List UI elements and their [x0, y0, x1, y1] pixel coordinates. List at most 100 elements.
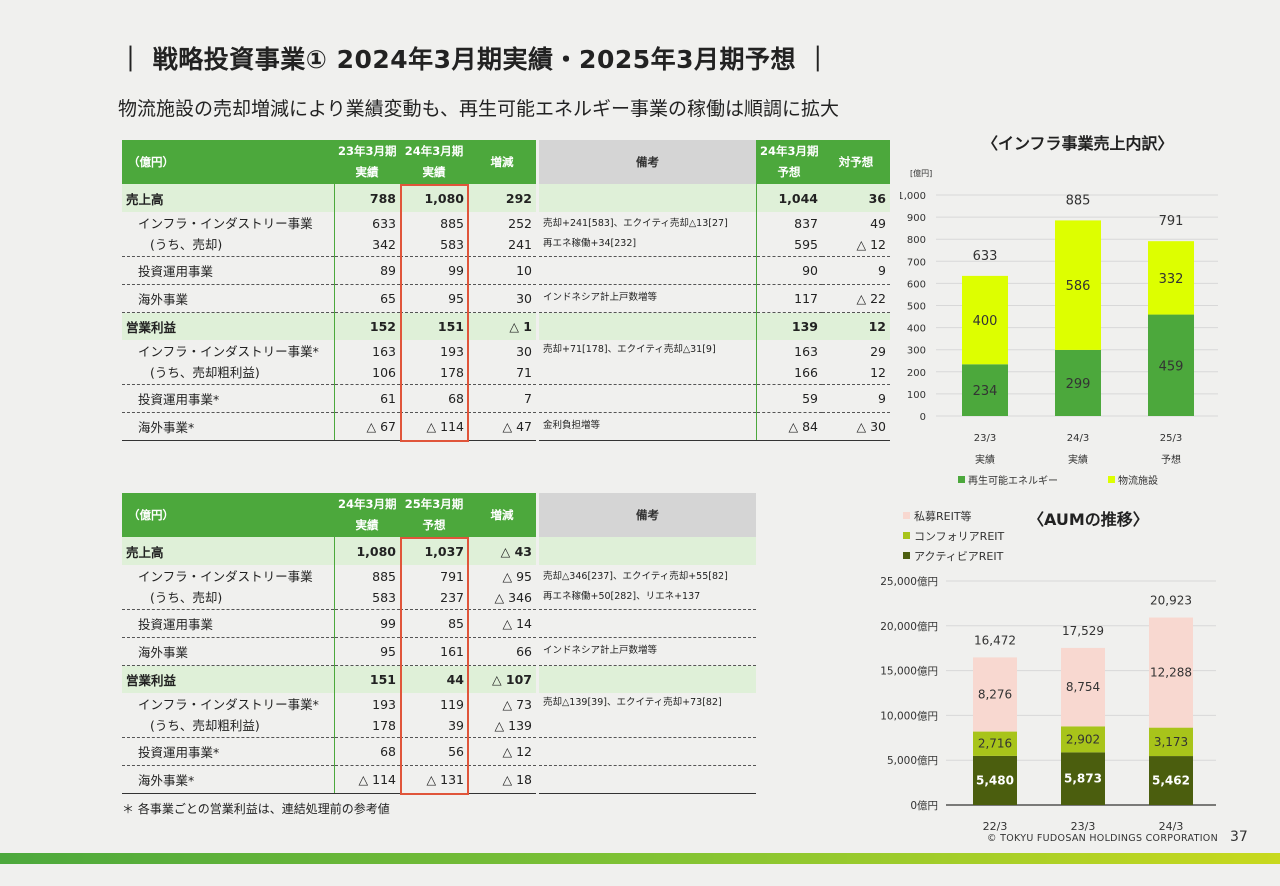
- legend-label: 物流施設: [1118, 474, 1158, 487]
- y-tick-label: 700: [907, 257, 926, 268]
- footer-bar: [0, 853, 1280, 864]
- data-label: 400: [973, 314, 998, 329]
- y-tick-label: 200: [907, 368, 926, 379]
- page-title: ｜ 戦略投資事業① 2024年3月期実績・2025年3月期予想 ｜: [118, 45, 831, 74]
- legend-swatch: [1108, 476, 1115, 483]
- y-tick-label: 1,000: [900, 191, 926, 202]
- results-table-fy2024: （億円） 23年3月期 実績 24年3月期 実績 増減 備考 24年3月期 予想 対予…: [122, 140, 890, 441]
- table-row: 売上高 1,080 1,037 △ 43: [122, 537, 756, 565]
- data-label: 3,173: [1154, 735, 1188, 749]
- x-tick-label: 23/3: [974, 433, 996, 444]
- legend-label: アクティビアREIT: [914, 550, 1004, 563]
- col-header-fy25-forecast: 25年3月期 予想: [400, 493, 468, 537]
- table-row: 海外事業 65 95 30 インドネシア計上戸数増等 117 △ 22: [122, 284, 890, 313]
- legend-swatch: [903, 552, 910, 559]
- table-row: 海外事業* △ 67 △ 114 △ 47 金利負担増等 △ 84 △ 30: [122, 412, 890, 441]
- bar-segment: [1149, 756, 1193, 805]
- y-tick-label: 5,000億円: [887, 754, 938, 767]
- table-row: 売上高 788 1,080 292 1,044 36: [122, 184, 890, 212]
- page-subtitle: 物流施設の売却増減により業績変動も、再生可能エネルギー事業の稼働は順調に拡大: [118, 98, 840, 120]
- chart1-title: 〈インフラ事業売上内訳〉: [982, 134, 1174, 153]
- forecast-table-fy2025: （億円） 24年3月期 実績 25年3月期 予想 増減 備考 売上高 1,080 1…: [122, 493, 756, 794]
- y-tick-label: 20,000億円: [880, 620, 938, 633]
- y-tick-label: 100: [907, 390, 926, 401]
- y-tick-label: 10,000億円: [880, 709, 938, 722]
- y-tick-label: 0億円: [910, 799, 938, 812]
- col-header-change: 増減: [468, 140, 536, 184]
- data-label: 332: [1159, 272, 1184, 287]
- table-row: 営業利益 152 151 △ 1 139 12: [122, 312, 890, 340]
- total-label: 885: [1066, 193, 1091, 208]
- data-label: 299: [1066, 377, 1091, 392]
- data-label: 8,754: [1066, 680, 1100, 694]
- bar-segment: [973, 755, 1017, 805]
- footnote: ＊ 各事業ごとの営業利益は、連結処理前の参考値: [122, 802, 390, 816]
- y-tick-label: 0: [920, 412, 926, 423]
- col-header-vs-forecast: 対予想: [822, 140, 890, 184]
- aum-chart: 0億円 5,000億円 10,000億円 15,000億円 20,000億円 25,000…: [880, 509, 1216, 833]
- legend-label: 再生可能エネルギー: [968, 474, 1058, 487]
- data-label: 5,873: [1064, 772, 1102, 786]
- col-header-fy24-actual: 24年3月期 実績: [334, 493, 400, 537]
- table-row: 営業利益 151 44 △ 107: [122, 665, 756, 693]
- bar-segment: [973, 657, 1017, 732]
- total-label: 20,923: [1150, 594, 1192, 608]
- total-label: 17,529: [1062, 624, 1104, 638]
- y-tick-label: 800: [907, 235, 926, 246]
- col-header-fy24-actual: 24年3月期 実績: [400, 140, 468, 184]
- bar-segment: [1148, 314, 1194, 416]
- legend-label: 私募REIT等: [914, 509, 972, 523]
- y-tick-label: 400: [907, 324, 926, 335]
- legend-swatch: [903, 512, 910, 519]
- col-header-fy23-actual: 23年3月期 実績: [334, 140, 400, 184]
- bar-segment: [1061, 752, 1105, 805]
- x-tick-label: 24/3: [1067, 433, 1089, 444]
- data-label: 586: [1066, 279, 1091, 294]
- table-row: 投資運用事業* 61 68 7 59 9: [122, 384, 890, 413]
- col-header-notes: 備考: [539, 493, 756, 537]
- total-label: 633: [973, 249, 998, 264]
- bar-segment: [1055, 220, 1101, 350]
- y-tick-label: 15,000億円: [880, 665, 938, 678]
- unit-header: （億円）: [122, 140, 334, 184]
- bar-segment: [962, 364, 1008, 416]
- table-row: インフラ・インダストリー事業* (うち、売却粗利益) 163 106 193 178 …: [122, 340, 890, 385]
- bar-segment: [962, 275, 1008, 365]
- y-tick-label: 500: [907, 302, 926, 313]
- y-tick-label: 600: [907, 279, 926, 290]
- x-tick-label: 24/3: [1159, 820, 1184, 833]
- x-tick-label: 実績: [975, 453, 995, 466]
- table-row: 海外事業 95 161 66 インドネシア計上戸数増等: [122, 637, 756, 666]
- y-tick-label: 25,000億円: [880, 575, 938, 588]
- table-row: インフラ・インダストリー事業 (うち、売却) 633 342 885 583 252 2…: [122, 212, 890, 257]
- bar-segment: [1149, 727, 1193, 757]
- unit-header: （億円）: [122, 493, 334, 537]
- data-label: 2,902: [1066, 732, 1100, 746]
- data-label: 12,288: [1150, 666, 1192, 680]
- chart2-title: 〈AUMの推移〉: [1028, 510, 1149, 529]
- col-header-notes: 備考: [539, 140, 756, 184]
- copyright: © TOKYU FUDOSAN HOLDINGS CORPORATION: [987, 833, 1218, 844]
- page-number: 37: [1230, 829, 1248, 845]
- infra-sales-chart: [億円] 0 100 200 300 400 500 600 700 800 900 1,000 234…: [900, 168, 1218, 487]
- table-row: 投資運用事業* 68 56 △ 12: [122, 737, 756, 766]
- total-label: 16,472: [974, 633, 1016, 647]
- col-header-change: 増減: [468, 493, 536, 537]
- col-header-fy24-forecast: 24年3月期 予想: [756, 140, 822, 184]
- data-label: 8,276: [978, 687, 1012, 701]
- data-label: 459: [1159, 359, 1184, 374]
- legend-label: コンフォリアREIT: [914, 530, 1005, 543]
- data-label: 5,480: [976, 773, 1014, 787]
- x-tick-label: 予想: [1161, 453, 1181, 466]
- x-tick-label: 25/3: [1160, 433, 1182, 444]
- bar-segment: [1149, 617, 1193, 728]
- data-label: 2,716: [978, 737, 1012, 751]
- bar-segment: [1148, 241, 1194, 315]
- data-label: 5,462: [1152, 774, 1190, 788]
- legend-swatch: [903, 532, 910, 539]
- x-tick-label: 実績: [1068, 453, 1088, 466]
- legend-swatch: [958, 476, 965, 483]
- y-tick-label: 900: [907, 213, 926, 224]
- bar-segment: [1055, 349, 1101, 416]
- data-label: 234: [973, 384, 998, 399]
